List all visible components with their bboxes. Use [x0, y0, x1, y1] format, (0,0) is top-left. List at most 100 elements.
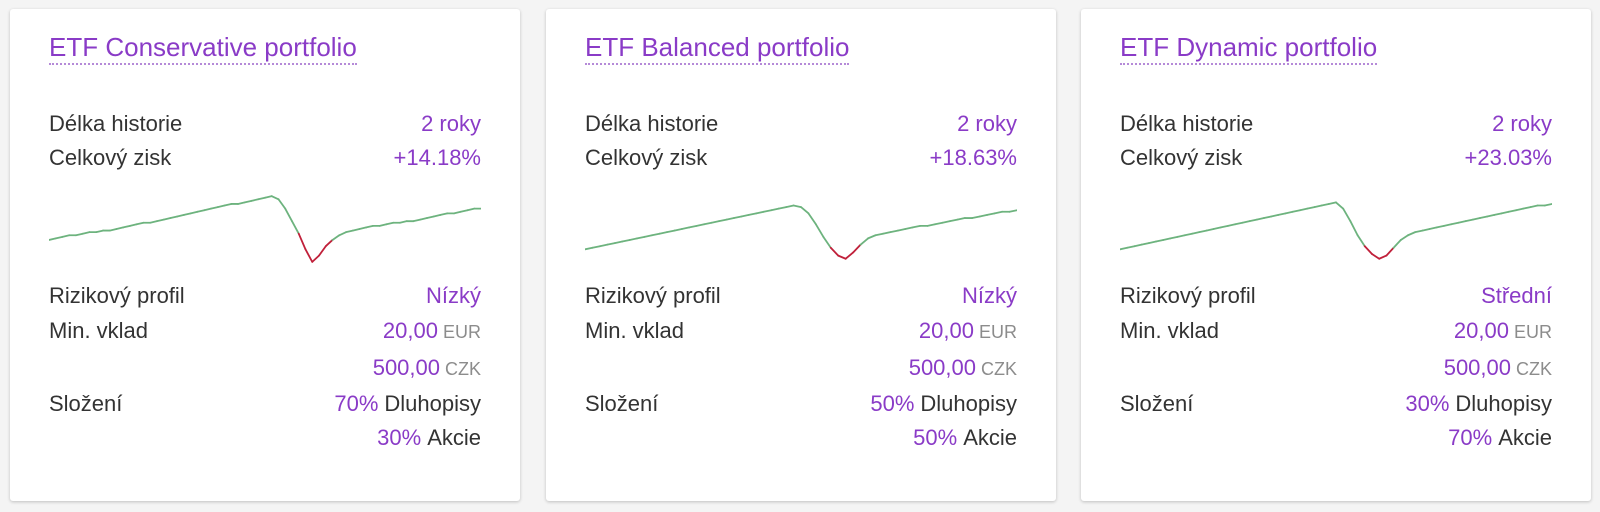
sparkline-segment: [585, 246, 594, 251]
sparkline-segment: [176, 214, 185, 218]
sparkline-segment: [196, 209, 206, 213]
sparkline-segment: [1335, 201, 1345, 210]
sparkline-segment: [203, 207, 212, 212]
risk-value: Nízký: [426, 283, 481, 308]
gain-label: Celkový zisk: [49, 145, 172, 170]
min-deposit-label: Min. vklad: [49, 318, 149, 343]
sparkline-segment: [993, 210, 1004, 215]
risk-row: Rizikový profil Střední: [1120, 281, 1552, 311]
sparkline-segment: [613, 240, 624, 244]
sparkline-segment: [1421, 228, 1431, 232]
min-deposit-czk: 500,00 CZK: [373, 353, 481, 384]
sparkline-segment: [1183, 232, 1193, 237]
sparkline-segment: [1349, 220, 1359, 237]
sparkline-segment: [1155, 239, 1165, 243]
sparkline-segment: [345, 229, 354, 234]
min-deposit-row: Min. vklad 20,00 EUR: [49, 316, 481, 346]
sparkline-segment: [1385, 246, 1395, 257]
portfolio-card-conservative[interactable]: ETF Conservative portfolio Délka histori…: [10, 9, 520, 501]
min-deposit-amount: 20,00: [382, 318, 438, 343]
sparkline-segment: [54, 235, 64, 240]
min-deposit-row-czk: 500,00 CZK: [1120, 353, 1552, 383]
sparkline-segment: [162, 217, 172, 221]
sparkline-segment: [814, 223, 825, 238]
min-deposit-row-czk: 500,00 CZK: [49, 353, 481, 383]
sparkline-segment: [755, 210, 765, 215]
sparkline-segment: [1147, 240, 1157, 244]
portfolio-card-dynamic[interactable]: ETF Dynamic portfolio Délka historie 2 r…: [1081, 9, 1591, 501]
gain-row: Celkový zisk +23.03%: [1120, 143, 1552, 173]
history-value: 2 roky: [957, 111, 1017, 136]
sparkline-segment: [1133, 243, 1143, 248]
sparkline-segment: [971, 215, 981, 219]
sparkline-segment: [49, 237, 57, 241]
performance-sparkline: [49, 195, 481, 263]
sparkline-segment: [432, 214, 442, 218]
portfolio-card-balanced[interactable]: ETF Balanced portfolio Délka historie 2 …: [546, 9, 1056, 501]
sparkline-segment: [1219, 224, 1229, 229]
sparkline-segment: [1306, 206, 1316, 210]
sparkline-segment: [1284, 210, 1294, 215]
composition-label: Složení: [1120, 391, 1194, 416]
portfolio-title-link[interactable]: ETF Conservative portfolio: [49, 32, 357, 65]
sparkline-segment: [837, 254, 847, 260]
sparkline-segment: [926, 223, 936, 227]
sparkline-segment: [216, 204, 226, 208]
sparkline-segment: [156, 218, 165, 223]
sparkline-segment: [1227, 223, 1237, 227]
sparkline-segment: [1507, 209, 1517, 213]
sparkline-segment: [733, 215, 743, 219]
sparkline-segment: [1543, 203, 1552, 207]
min-deposit-czk: 500,00 CZK: [1444, 353, 1552, 384]
sparkline-segment: [412, 218, 422, 223]
sparkline-segment: [135, 221, 145, 226]
sparkline-segment: [1407, 231, 1417, 237]
min-deposit-row: Min. vklad 20,00 EUR: [1120, 316, 1552, 346]
sparkline-segment: [318, 245, 327, 257]
composition-pct: 50%: [913, 425, 958, 450]
sparkline-segment: [807, 212, 817, 226]
history-label: Délka historie: [1120, 111, 1254, 136]
risk-value: Střední: [1481, 283, 1552, 308]
sparkline-segment: [1263, 215, 1273, 219]
composition-label: Složení: [49, 391, 123, 416]
sparkline-segment: [1205, 228, 1215, 232]
sparkline-segment: [1515, 207, 1525, 212]
sparkline-segment: [61, 234, 71, 238]
sparkline-segment: [882, 231, 892, 235]
sparkline-segment: [1371, 253, 1381, 260]
sparkline-segment: [426, 215, 435, 219]
sparkline-segment: [1493, 212, 1503, 216]
composition-asset: Dluhopisy: [384, 391, 481, 416]
min-deposit-amount: 500,00: [1443, 355, 1511, 380]
sparkline-segment: [606, 242, 616, 246]
sparkline-segment: [859, 237, 869, 246]
sparkline-segment: [115, 226, 125, 230]
portfolio-title-link[interactable]: ETF Dynamic portfolio: [1120, 32, 1378, 65]
sparkline-segment: [673, 228, 683, 232]
composition-pct: 30%: [1405, 391, 1450, 416]
sparkline-segment: [108, 228, 118, 232]
sparkline-segment: [1363, 245, 1373, 255]
sparkline-segment: [770, 207, 780, 212]
sparkline-segment: [1140, 242, 1150, 246]
gain-label: Celkový zisk: [585, 145, 708, 170]
history-value: 2 roky: [421, 111, 481, 136]
sparkline-segment: [651, 232, 661, 237]
sparkline-segment: [1399, 234, 1409, 241]
sparkline-segment: [284, 207, 293, 223]
sparkline-segment: [777, 206, 788, 210]
gain-row: Celkový zisk +14.18%: [49, 143, 481, 173]
sparkline-segment: [210, 206, 219, 210]
sparkline-segment: [740, 214, 750, 218]
sparkline-segment: [710, 220, 720, 224]
sparkline-segment: [762, 209, 773, 213]
sparkline-segment: [264, 195, 273, 199]
portfolio-title-link[interactable]: ETF Balanced portfolio: [585, 32, 850, 65]
sparkline-segment: [1522, 206, 1532, 210]
composition-asset: Akcie: [427, 425, 481, 450]
sparkline-segment: [956, 217, 966, 221]
min-deposit-eur: 20,00 EUR: [383, 316, 481, 347]
sparkline-segment: [358, 226, 368, 230]
sparkline-segment: [1471, 217, 1481, 221]
